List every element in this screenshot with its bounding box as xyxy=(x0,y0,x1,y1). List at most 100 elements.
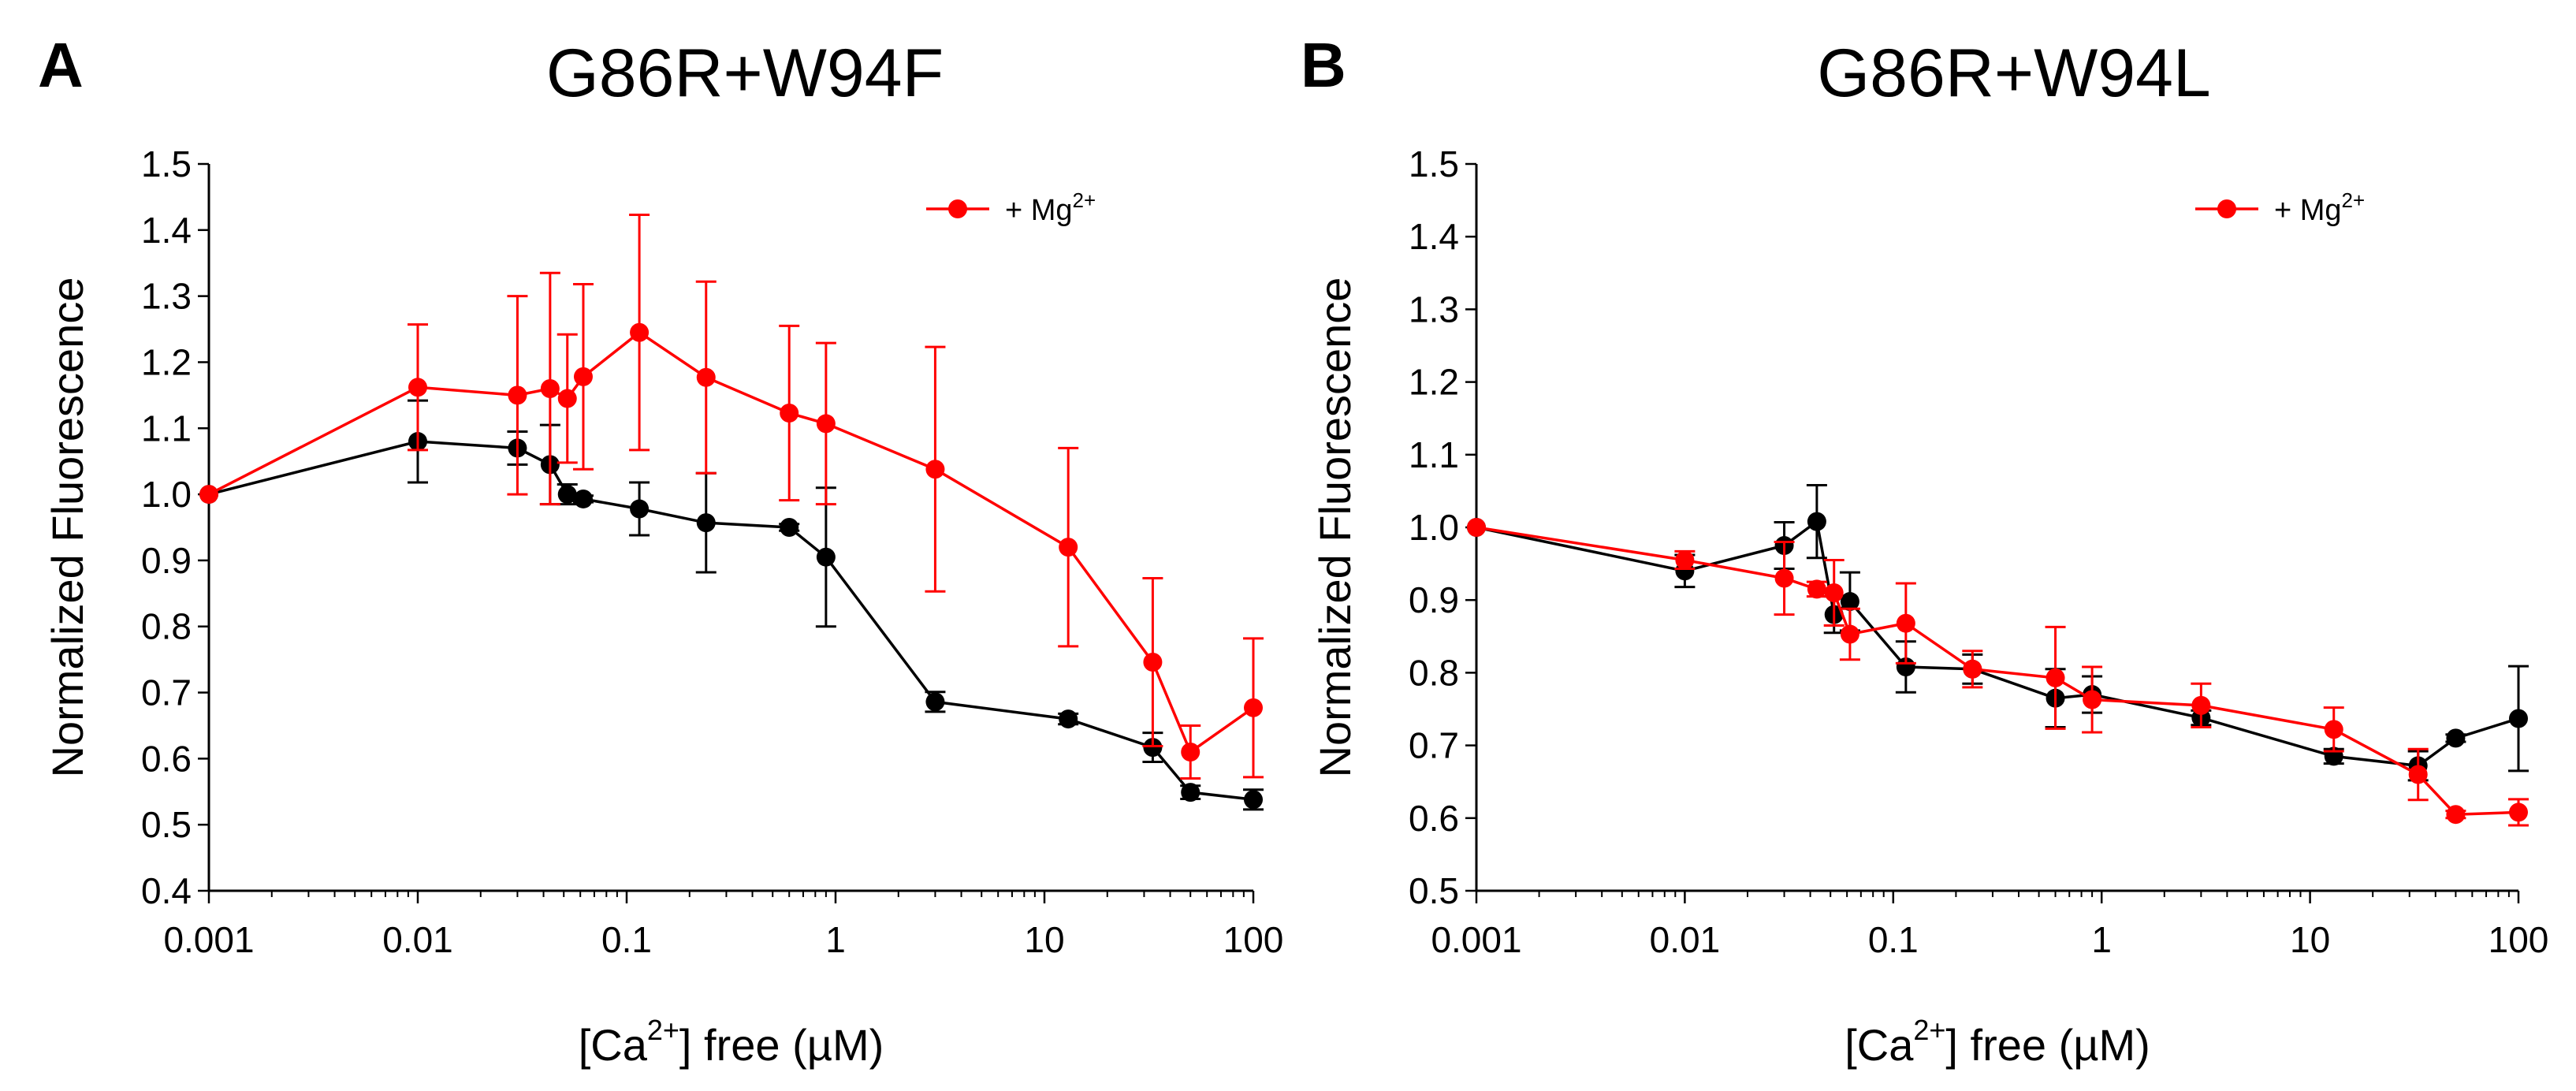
series-no-mg xyxy=(199,399,1264,811)
data-point xyxy=(2509,709,2528,728)
x-axis-label-superscript: 2+ xyxy=(1913,1014,1945,1046)
data-point xyxy=(780,403,799,423)
x-tick-label: 100 xyxy=(1223,919,1284,960)
data-point xyxy=(1807,579,1826,599)
legend-label-text: + Mg xyxy=(2274,194,2342,227)
legend-label-text: + Mg xyxy=(1005,194,1073,227)
legend-label-superscript: 2+ xyxy=(2342,188,2366,212)
y-tick-label: 0.5 xyxy=(141,804,192,845)
data-point xyxy=(508,385,527,405)
panel-a: A G86R+W94F 0.4 0.5 0.6 0.7 0.8 0.9 1.0 1.1 1.2 1.3… xyxy=(38,30,1283,1070)
data-point xyxy=(1244,698,1263,717)
data-point xyxy=(1840,592,1859,612)
x-tick-label: 0.001 xyxy=(163,919,254,960)
data-point xyxy=(630,322,650,342)
x-axis-label-suffix: ] free (µM) xyxy=(1945,1020,2150,1070)
x-tick-label: 0.01 xyxy=(382,919,453,960)
x-axis-label-superscript: 2+ xyxy=(647,1014,679,1046)
data-point xyxy=(1143,652,1163,672)
y-tick-label: 0.9 xyxy=(141,540,192,581)
data-point xyxy=(1896,613,1915,633)
y-tick-label: 1.2 xyxy=(1409,362,1459,403)
data-point xyxy=(408,378,427,397)
data-point xyxy=(1824,583,1844,602)
data-point xyxy=(816,547,836,567)
series-line xyxy=(1476,526,2519,816)
data-point xyxy=(573,489,593,508)
series-line xyxy=(208,440,1254,802)
data-point xyxy=(816,414,836,434)
x-tick-label: 100 xyxy=(2489,919,2549,960)
data-point xyxy=(780,518,799,537)
y-tick-label: 0.7 xyxy=(1409,725,1459,766)
data-point xyxy=(696,367,716,387)
data-point xyxy=(2408,765,2428,784)
data-point xyxy=(1181,742,1201,761)
y-tick-label: 1.1 xyxy=(1409,434,1459,475)
data-point xyxy=(1840,624,1859,644)
data-point xyxy=(2446,728,2466,748)
y-tick-label: 1.4 xyxy=(141,210,192,251)
chart-title: G86R+W94F xyxy=(546,35,944,111)
data-point xyxy=(1244,790,1263,810)
y-tick-label: 1.3 xyxy=(1409,289,1459,330)
y-tick-label: 0.8 xyxy=(1409,652,1459,693)
series-line xyxy=(1476,519,2519,768)
data-point xyxy=(2324,720,2343,739)
y-tick-label: 0.5 xyxy=(1409,870,1459,911)
x-axis-label: [Ca2+] free (µM) xyxy=(1845,1014,2150,1070)
data-point xyxy=(540,378,560,398)
x-tick-label: 0.001 xyxy=(1431,919,1521,960)
data-point xyxy=(2446,805,2466,825)
x-tick-label: 0.01 xyxy=(1650,919,1721,960)
y-tick-label: 0.6 xyxy=(1409,798,1459,839)
legend-marker xyxy=(2217,199,2236,218)
data-point xyxy=(1675,550,1695,570)
y-tick-label: 1.3 xyxy=(141,276,192,317)
y-tick-label: 1.4 xyxy=(1409,216,1459,257)
x-axis-label-suffix: ] free (µM) xyxy=(679,1020,884,1070)
legend-marker xyxy=(948,199,967,218)
x-tick-label: 10 xyxy=(2290,919,2330,960)
x-axis-label-prefix: [Ca xyxy=(1845,1020,1914,1070)
x-tick-label: 0.1 xyxy=(601,919,652,960)
y-tick-label: 0.6 xyxy=(141,738,192,779)
y-tick-label: 0.7 xyxy=(141,672,192,713)
y-tick-label: 1.0 xyxy=(1409,507,1459,548)
chart-title: G86R+W94L xyxy=(1817,35,2211,111)
x-axis-label-prefix: [Ca xyxy=(579,1020,648,1070)
data-point xyxy=(1774,568,1794,588)
y-tick-label: 0.9 xyxy=(1409,579,1459,620)
y-tick-label: 1.1 xyxy=(141,408,192,449)
data-point xyxy=(1807,512,1826,531)
data-point xyxy=(925,692,945,712)
legend-label: + Mg2+ xyxy=(2274,188,2365,227)
panel-b: B G86R+W94L 0.5 0.6 0.7 0.8 0.9 1.0 1.1 1.2 1.3 1.4… xyxy=(1301,30,2548,1070)
x-tick-label: 1 xyxy=(2091,919,2112,960)
data-point xyxy=(1059,538,1078,557)
data-point xyxy=(2509,802,2528,822)
data-point xyxy=(696,513,716,533)
y-tick-label: 0.8 xyxy=(141,606,192,647)
data-point xyxy=(557,485,577,505)
y-axis-label: Normalized Fluorescence xyxy=(1310,277,1360,778)
y-tick-label: 1.0 xyxy=(141,474,192,515)
y-tick-label: 1.2 xyxy=(141,341,192,382)
data-point xyxy=(925,460,945,479)
data-point xyxy=(1467,518,1486,537)
data-point xyxy=(1181,783,1201,802)
legend-label-superscript: 2+ xyxy=(1073,188,1096,212)
data-point xyxy=(1059,709,1078,729)
panel-letter: B xyxy=(1301,30,1346,100)
y-tick-label: 1.5 xyxy=(1409,143,1459,184)
legend-label: + Mg2+ xyxy=(1005,188,1096,227)
panel-letter: A xyxy=(38,30,84,100)
y-axis-label: Normalized Fluorescence xyxy=(43,277,92,778)
data-point xyxy=(1143,738,1163,758)
data-point xyxy=(1963,659,1982,679)
series-line xyxy=(208,330,1255,754)
data-point xyxy=(630,499,650,519)
x-axis-label: [Ca2+] free (µM) xyxy=(579,1014,884,1070)
y-tick-label: 0.4 xyxy=(141,870,192,911)
